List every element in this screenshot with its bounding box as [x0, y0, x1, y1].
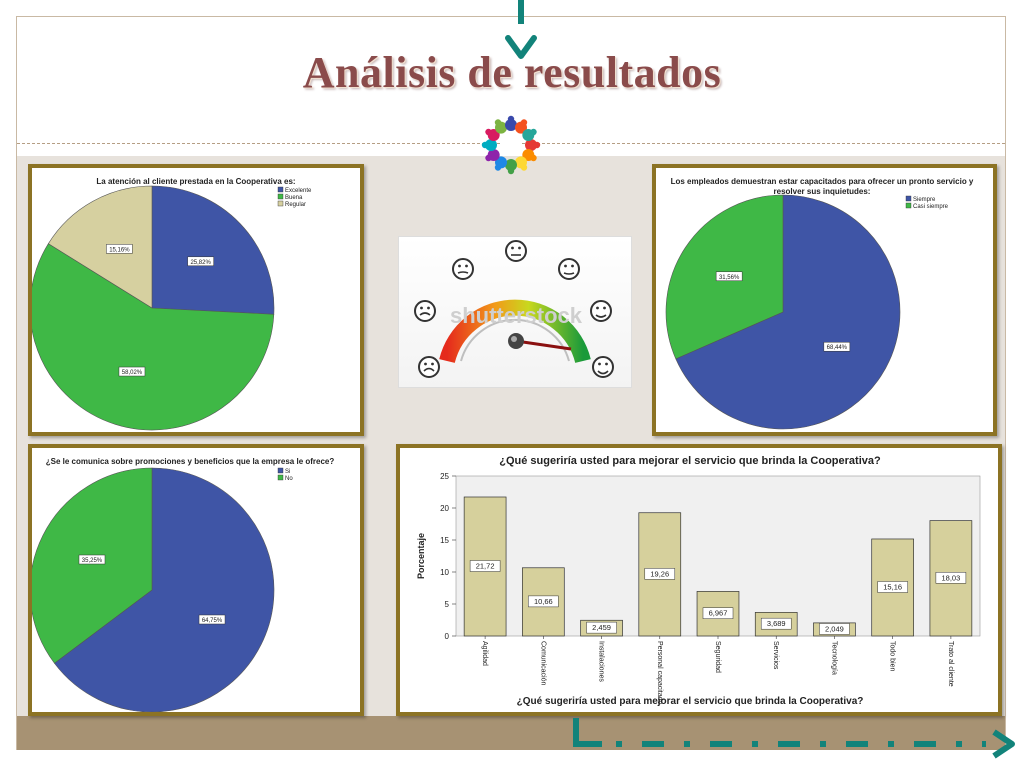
pie-slice	[54, 467, 275, 712]
x-tick-label: Personal capacitado	[656, 641, 663, 705]
x-tick-label: Servicios	[772, 641, 779, 670]
bar-value-label: 21,72	[476, 561, 495, 570]
pie-slice	[675, 194, 901, 430]
legend-swatch	[277, 474, 284, 481]
gauge-face-icon	[592, 356, 614, 378]
x-tick-label: Todo bien	[889, 641, 896, 671]
x-tick-label: Trato al cliente	[947, 641, 954, 687]
bar-value-label: 18,03	[941, 573, 960, 582]
bar-value-label: 10,66	[534, 597, 553, 606]
slice-label: 68,44%	[827, 345, 848, 351]
arrow-down-icon[interactable]	[502, 0, 542, 66]
chart-title: resolver sus inquietudes:	[774, 187, 871, 196]
y-tick-label: 5	[445, 600, 450, 609]
x-tick-label: Agilidad	[481, 641, 488, 666]
legend-swatch	[277, 193, 284, 200]
slice-label: 25,82%	[190, 260, 211, 266]
legend-swatch	[277, 186, 284, 193]
satisfaction-gauge-image: shutterstock	[398, 236, 632, 388]
legend-swatch	[905, 195, 912, 202]
bar-value-box	[819, 623, 850, 635]
gauge-face-icon	[414, 300, 436, 322]
bar-value-box	[469, 560, 501, 572]
x-tick-label: Instalaciones	[598, 641, 605, 682]
bar-value-box	[586, 621, 617, 634]
legend-label: Siempre	[913, 197, 936, 203]
gauge-face-icon	[505, 240, 527, 262]
gauge-face-icon	[558, 258, 580, 280]
slice-label: 58,02%	[122, 370, 143, 376]
bar-value-box	[935, 572, 967, 584]
bar-value-label: 3,689	[767, 619, 786, 628]
chart-panel-suggestions: ¿Qué sugeriría usted para mejorar el ser…	[396, 444, 1002, 716]
pie-slice	[32, 467, 153, 664]
bar-value-box	[760, 617, 792, 630]
slice-label-box	[823, 341, 851, 352]
bar-value-box	[702, 607, 734, 619]
legend-label: Regular	[285, 202, 306, 208]
slice-label-box	[78, 554, 106, 565]
legend-label: No	[285, 476, 293, 482]
y-tick-label: 0	[445, 632, 450, 641]
slice-label: 35,25%	[82, 558, 103, 564]
bar-value-label: 2,049	[825, 624, 844, 633]
legend-label: Casi siempre	[913, 204, 949, 210]
bar-value-box	[644, 568, 676, 580]
chart-title: ¿Se le comunica sobre promociones y bene…	[46, 457, 335, 466]
slice-label: 15,16%	[109, 247, 130, 253]
chart-panel-promotions: ¿Se le comunica sobre promociones y bene…	[28, 444, 364, 716]
gauge-watermark: shutterstock	[450, 303, 583, 328]
legend-label: Excelente	[285, 188, 312, 194]
dashed-arrow-right-icon[interactable]	[566, 712, 1024, 768]
gauge-face-icon	[452, 258, 474, 280]
slide-title: Análisis de resultados	[302, 48, 722, 97]
footer-band	[17, 716, 1005, 750]
bar-value-label: 6,967	[709, 609, 728, 618]
x-tick-label: Tecnología	[830, 641, 837, 675]
y-axis-label: Porcentaje	[416, 533, 426, 579]
legend-swatch	[277, 467, 284, 474]
bar-value-label: 15,16	[883, 582, 902, 591]
y-tick-label: 15	[440, 536, 449, 545]
chart-panel-employees: Los empleados demuestran estar capacitad…	[652, 164, 997, 436]
x-tick-label: Comunicación	[539, 641, 546, 685]
slice-label-box	[118, 366, 146, 377]
slice-label-box	[106, 244, 133, 254]
y-tick-label: 25	[440, 472, 449, 481]
legend-label: Si	[285, 469, 290, 475]
chart-title: ¿Qué sugeriría usted para mejorar el ser…	[499, 455, 881, 467]
slice-label-box	[715, 271, 743, 282]
slice-label-box	[187, 256, 214, 267]
chart-title: La atención al cliente prestada en la Co…	[96, 177, 295, 186]
slice-label: 64,75%	[202, 618, 223, 624]
bar-value-label: 19,26	[650, 569, 669, 578]
legend-swatch	[905, 202, 912, 209]
pie-slice	[47, 185, 153, 309]
bar-value-box	[877, 581, 908, 593]
pie-slice	[32, 243, 275, 431]
x-tick-label: Seguridad	[714, 641, 721, 673]
team-circle-logo	[481, 115, 541, 175]
legend-label: Buena	[285, 195, 303, 201]
bar-value-label: 2,459	[592, 623, 611, 632]
bar-value-box	[528, 595, 559, 608]
chart-panel-attention: La atención al cliente prestada en la Co…	[28, 164, 364, 436]
legend-swatch	[277, 200, 284, 207]
gauge-face-icon	[418, 356, 440, 378]
chart-title: Los empleados demuestran estar capacitad…	[671, 177, 974, 186]
y-tick-label: 20	[440, 504, 449, 513]
y-tick-label: 10	[440, 568, 449, 577]
gauge-face-icon	[590, 300, 612, 322]
pie-slice	[151, 185, 275, 315]
slice-label: 31,56%	[719, 275, 740, 281]
x-axis-label: ¿Qué sugeriría usted para mejorar el ser…	[517, 696, 864, 707]
slice-label-box	[198, 614, 226, 625]
